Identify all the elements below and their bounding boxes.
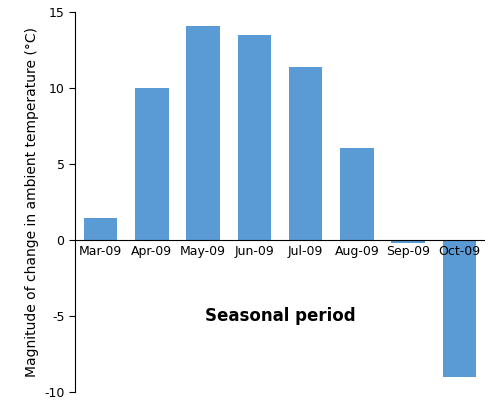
Bar — [289, 67, 322, 240]
Bar — [392, 240, 425, 243]
Bar — [340, 148, 374, 240]
Text: Jun-09: Jun-09 — [234, 245, 274, 258]
Bar — [84, 218, 117, 240]
Bar — [135, 88, 168, 240]
Text: Seasonal period: Seasonal period — [204, 307, 356, 325]
Y-axis label: Magnitude of change in ambient temperature (°C): Magnitude of change in ambient temperatu… — [24, 27, 38, 377]
Text: Sep-09: Sep-09 — [386, 245, 430, 258]
Text: Apr-09: Apr-09 — [132, 245, 172, 258]
Text: Mar-09: Mar-09 — [79, 245, 122, 258]
Text: Oct-09: Oct-09 — [438, 245, 480, 258]
Bar — [238, 35, 271, 240]
Bar — [442, 240, 476, 377]
Text: May-09: May-09 — [180, 245, 226, 258]
Bar — [186, 26, 220, 240]
Text: Aug-09: Aug-09 — [334, 245, 380, 258]
Text: Jul-09: Jul-09 — [288, 245, 324, 258]
